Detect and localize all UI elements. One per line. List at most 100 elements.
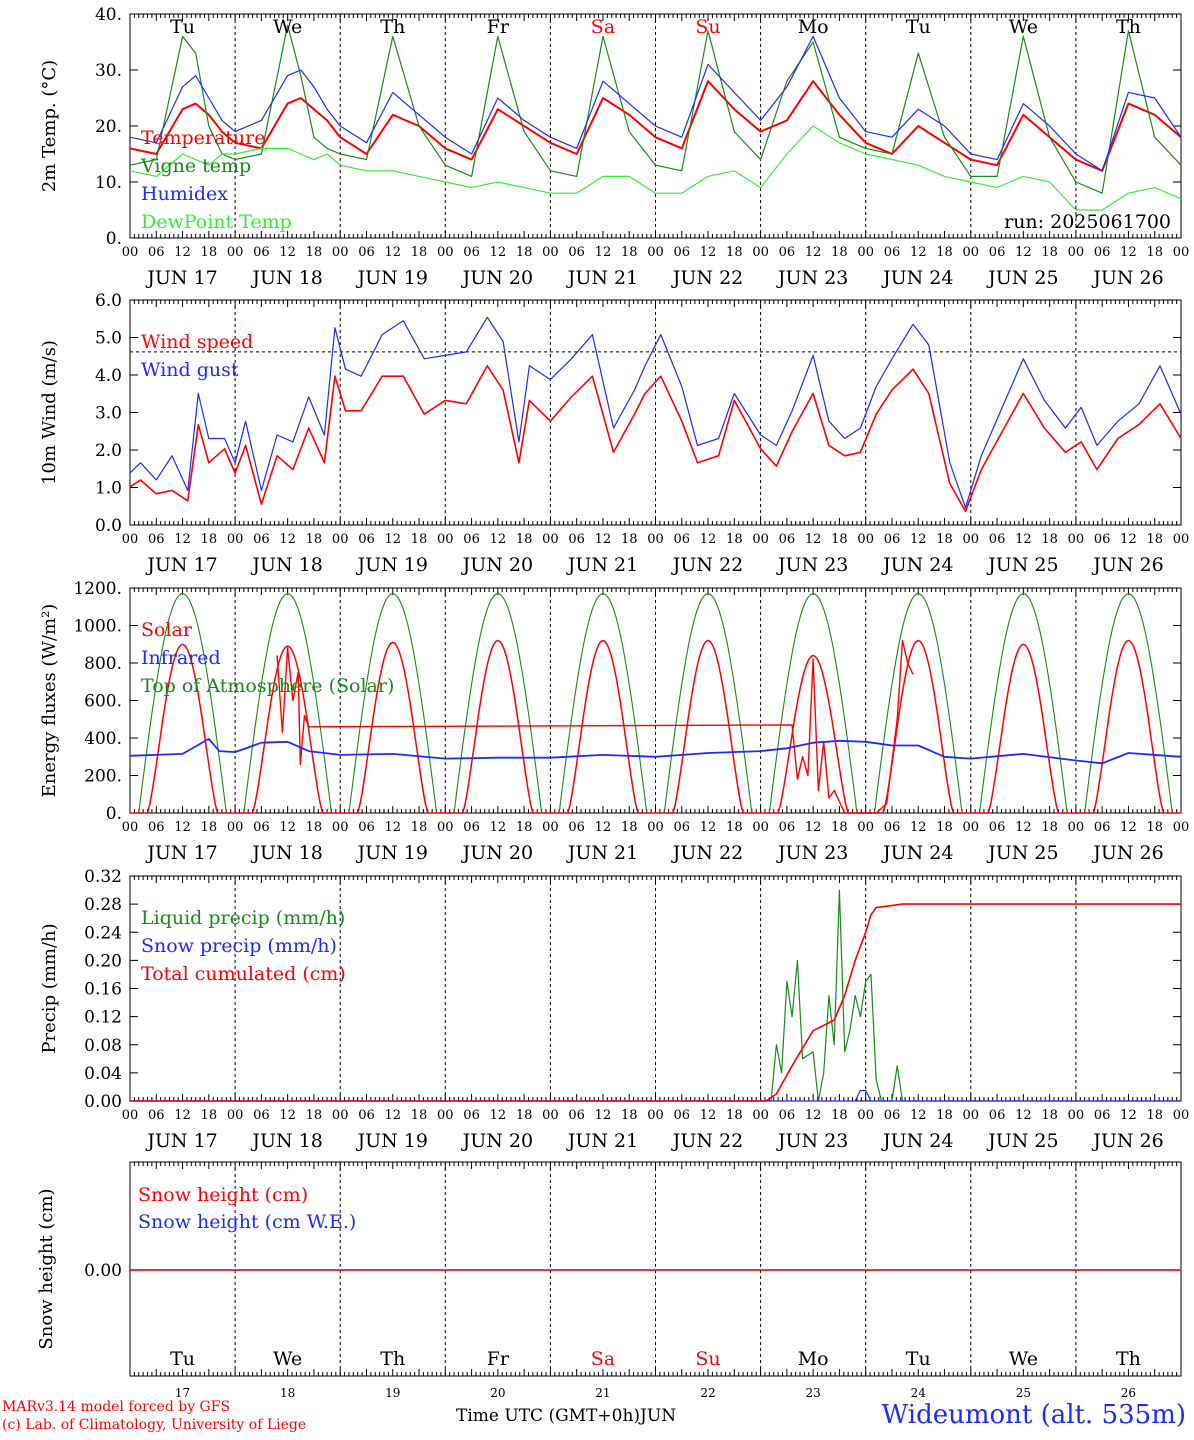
day-axis-label: JUN 17: [145, 1130, 217, 1152]
y-tick-label: 1000.: [73, 617, 122, 637]
y-tick-label: 0.: [106, 804, 122, 824]
day-axis-label: JUN 20: [461, 1130, 533, 1152]
hour-tick-label: 12: [595, 532, 612, 547]
hour-tick-label: 18: [1146, 532, 1163, 547]
hour-tick-label: 00: [542, 245, 559, 260]
hour-tick-label: 12: [700, 245, 717, 260]
day-axis-label: JUN 25: [986, 267, 1058, 289]
hour-tick-label: 18: [411, 820, 428, 835]
hour-tick-label: 06: [253, 1108, 270, 1123]
hour-tick-label: 18: [516, 532, 533, 547]
hour-tick-label: 06: [989, 245, 1006, 260]
hour-tick-label: 18: [306, 532, 323, 547]
hour-tick-label: 12: [1015, 245, 1032, 260]
day-axis-label: JUN 17: [145, 267, 217, 289]
toa-solar-curve: [865, 593, 971, 814]
day-axis-label: JUN 22: [671, 1130, 743, 1152]
day-axis-label: JUN 26: [1091, 842, 1163, 864]
hour-tick-label: 06: [674, 1108, 691, 1123]
day-axis-label: JUN 26: [1091, 1130, 1163, 1152]
hour-tick-label: 06: [568, 532, 585, 547]
hour-tick-label: 18: [411, 1108, 428, 1123]
day-axis-label: JUN 21: [566, 842, 638, 864]
y-tick-label: 1200.: [73, 579, 122, 599]
day-axis-label: JUN 24: [881, 267, 953, 289]
hour-tick-label: 18: [621, 820, 638, 835]
day-number-label: 21: [595, 1386, 610, 1400]
hour-tick-label: 18: [1146, 245, 1163, 260]
legend-entry: Snow height (cm): [138, 1184, 308, 1206]
hour-tick-label: 00: [857, 245, 874, 260]
hour-tick-label: 12: [805, 820, 822, 835]
hour-tick-label: 18: [411, 245, 428, 260]
hour-tick-label: 00: [542, 1108, 559, 1123]
day-axis-label: JUN 19: [356, 554, 428, 576]
series-line: [130, 889, 1181, 1102]
hour-tick-label: 12: [174, 1108, 191, 1123]
hour-tick-label: 00: [1173, 245, 1190, 260]
toa-solar-curve: [445, 593, 551, 814]
hour-tick-label: 12: [174, 820, 191, 835]
hour-tick-label: 12: [700, 820, 717, 835]
hour-tick-label: 06: [989, 820, 1006, 835]
series-line: [129, 364, 1182, 513]
hour-tick-label: 18: [1146, 820, 1163, 835]
weekday-label: Sa: [591, 1348, 615, 1370]
hour-tick-label: 18: [726, 245, 743, 260]
y-tick-label: 0.32: [84, 867, 122, 887]
day-number-label: 24: [911, 1386, 927, 1400]
day-axis-label: JUN 22: [671, 842, 743, 864]
hour-tick-label: 06: [884, 1108, 901, 1123]
hour-tick-label: 00: [752, 532, 769, 547]
hour-tick-label: 00: [437, 1108, 454, 1123]
hour-tick-label: 06: [884, 245, 901, 260]
hour-tick-label: 18: [1041, 1108, 1058, 1123]
hour-tick-label: 18: [411, 532, 428, 547]
weekday-label: Su: [695, 1348, 720, 1370]
hour-tick-label: 12: [490, 532, 507, 547]
solar-curve: [865, 639, 971, 814]
hour-tick-label: 18: [201, 245, 218, 260]
series-layer: [129, 24, 1182, 1271]
day-axis-label: JUN 21: [566, 267, 638, 289]
y-tick-label: 0.16: [84, 980, 122, 1000]
day-axis-label: JUN 21: [566, 1130, 638, 1152]
y-axis-label: Precip (mm/h): [39, 923, 60, 1053]
y-tick-label: 0.12: [84, 1008, 122, 1028]
hour-tick-label: 00: [1068, 820, 1085, 835]
day-axis-label: JUN 19: [356, 267, 428, 289]
hour-tick-label: 12: [1120, 245, 1137, 260]
hour-tick-label: 06: [1094, 245, 1111, 260]
day-axis-label: JUN 24: [881, 1130, 953, 1152]
weekday-label: Fr: [487, 16, 510, 38]
toa-solar-curve: [340, 593, 446, 814]
model-credit: MARv3.14 model forced by GFS (c) Lab. of…: [2, 1398, 306, 1434]
solar-curve: [550, 639, 656, 814]
legend-entry: Temperature: [141, 127, 265, 149]
series-line: [129, 24, 1182, 194]
day-axis-label: JUN 22: [671, 267, 743, 289]
hour-tick-label: 18: [726, 820, 743, 835]
text-layer: 00 06 12 18 00 06 12 18 00 06 12 18 00 06 12 18 00 06 12 18…: [36, 5, 1189, 1400]
y-tick-label: 40.: [95, 5, 122, 25]
hour-tick-label: 06: [779, 820, 796, 835]
hour-tick-label: 06: [1094, 1108, 1111, 1123]
day-axis-label: JUN 17: [145, 842, 217, 864]
solar-curve: [340, 641, 446, 814]
legend-entry: Humidex: [141, 183, 228, 205]
y-tick-label: 0.00: [84, 1261, 122, 1281]
toa-solar-curve: [655, 593, 761, 814]
hour-tick-label: 06: [148, 245, 165, 260]
hour-tick-label: 12: [279, 820, 296, 835]
hour-tick-label: 06: [568, 820, 585, 835]
hour-tick-label: 12: [490, 245, 507, 260]
y-tick-label: 0.20: [84, 951, 122, 971]
y-axis-label: Snow height (cm): [36, 1188, 57, 1349]
hour-tick-label: 18: [1041, 245, 1058, 260]
solar-curve: [760, 654, 866, 814]
hour-tick-label: 00: [332, 245, 349, 260]
hour-tick-label: 12: [1015, 820, 1032, 835]
hour-tick-label: 00: [122, 820, 139, 835]
day-number-label: 19: [385, 1386, 400, 1400]
hour-tick-label: 18: [1041, 532, 1058, 547]
